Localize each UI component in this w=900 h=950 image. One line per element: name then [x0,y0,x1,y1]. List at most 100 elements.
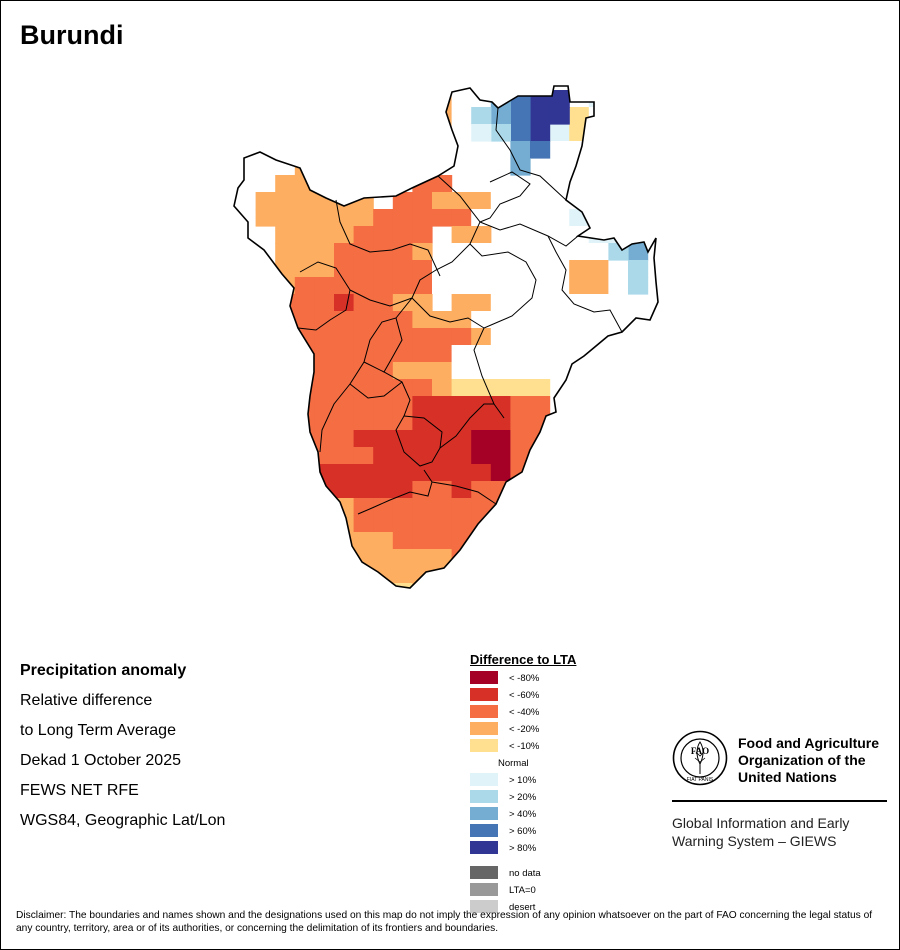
anomaly-cell [294,226,315,244]
anomaly-cell [392,277,413,295]
anomaly-cell [373,430,394,448]
giews-line: Warning System – GIEWS [672,833,837,849]
fao-logo-icon: FAO FIAT PANIS [672,730,728,786]
anomaly-cell [471,379,492,397]
anomaly-cell [412,277,433,295]
anomaly-cell [412,481,433,499]
anomaly-cell [569,243,590,261]
anomaly-cell [294,328,315,346]
legend-extra: no data LTA=0 desert [470,866,576,917]
anomaly-cell [608,260,629,278]
legend-swatch [470,705,498,718]
anomaly-cell [294,413,315,431]
anomaly-cell [530,345,551,363]
anomaly-cell [392,583,413,588]
anomaly-cell [549,328,570,346]
anomaly-cell [412,379,433,397]
anomaly-cell [490,515,511,533]
anomaly-cell [373,311,394,329]
anomaly-cell [432,260,453,278]
anomaly-cell [510,294,531,312]
anomaly-cell [549,311,570,329]
anomaly-cell [353,447,374,465]
anomaly-cell [569,90,590,108]
anomaly-cell [451,124,472,142]
anomaly-cell [392,515,413,533]
anomaly-cell [294,362,315,380]
anomaly-cell [353,430,374,448]
anomaly-cell [294,243,315,261]
anomaly-cell [471,532,492,550]
anomaly-cell [392,481,413,499]
anomaly-cell [628,277,649,295]
anomaly-cell [353,260,374,278]
legend-swatch [470,883,498,896]
anomaly-cell [569,107,590,125]
anomaly-cell [490,413,511,431]
anomaly-cell [471,192,492,210]
anomaly-cell [275,447,296,465]
anomaly-cell [451,294,472,312]
anomaly-cell [412,311,433,329]
anomaly-cell [334,413,355,431]
anomaly-cell [314,362,335,380]
anomaly-cell [588,277,609,295]
anomaly-cell [451,362,472,380]
anomaly-cell [490,430,511,448]
anomaly-cell [314,175,335,193]
anomaly-cell [412,447,433,465]
anomaly-cell [569,413,590,431]
anomaly-cell [432,209,453,227]
anomaly-cell [412,532,433,550]
anomaly-cell [275,192,296,210]
anomaly-cell [353,311,374,329]
anomaly-cell [588,209,609,227]
anomaly-cell [294,345,315,363]
anomaly-cell [451,413,472,431]
info-dekad: Dekad 1 October 2025 [20,752,181,769]
anomaly-cell [392,243,413,261]
anomaly-cell [471,345,492,363]
legend-item: < -40% [470,705,576,722]
anomaly-cell [314,345,335,363]
anomaly-cell [334,175,355,193]
anomaly-cell [530,498,551,516]
anomaly-cell [392,345,413,363]
anomaly-cell [314,277,335,295]
anomaly-cell [432,345,453,363]
anomaly-cell [471,107,492,125]
anomaly-cell [530,209,551,227]
anomaly-cell [530,192,551,210]
legend-label: > 60% [509,826,537,837]
anomaly-cell [510,277,531,295]
anomaly-cell [549,294,570,312]
anomaly-cell [255,192,276,210]
anomaly-cell [451,209,472,227]
anomaly-cell [608,175,629,193]
anomaly-cell [549,277,570,295]
anomaly-cell [530,379,551,397]
anomaly-cell [334,294,355,312]
anomaly-cell [353,328,374,346]
anomaly-cell [569,260,590,278]
anomaly-cell [471,430,492,448]
legend-label: desert [509,902,536,913]
anomaly-cell [353,481,374,499]
legend-item: > 40% [470,807,576,824]
anomaly-cell [490,464,511,482]
anomaly-cell [510,141,531,159]
anomaly-cell [373,532,394,550]
info-line: to Long Term Average [20,722,176,739]
anomaly-cell [334,226,355,244]
anomaly-cell [314,243,335,261]
anomaly-cell [412,226,433,244]
anomaly-cell [490,260,511,278]
anomaly-cell [510,311,531,329]
anomaly-cell [549,209,570,227]
anomaly-cell [373,396,394,414]
anomaly-cell [432,175,453,193]
anomaly-cell [451,464,472,482]
anomaly-cell [314,260,335,278]
anomaly-cell [373,209,394,227]
anomaly-cell [334,362,355,380]
